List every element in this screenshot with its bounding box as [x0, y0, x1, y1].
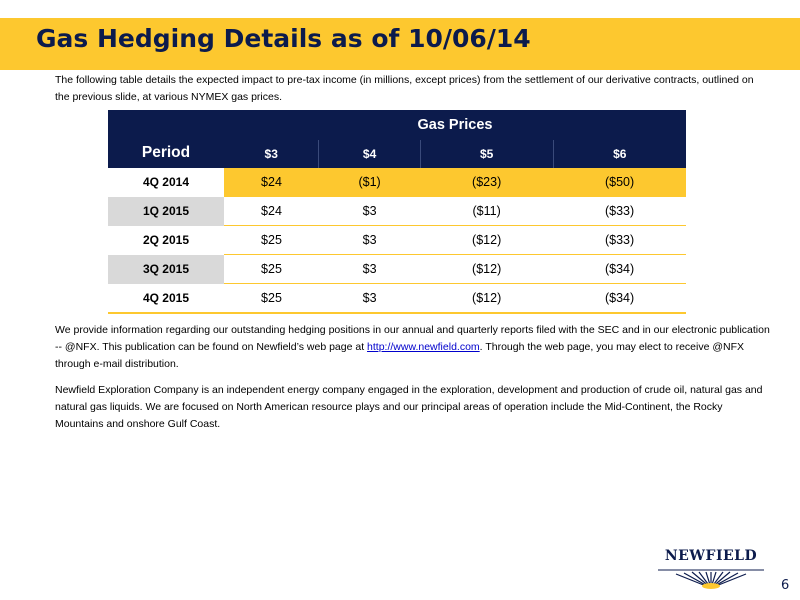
intro-text: The following table details the expected…: [55, 74, 754, 103]
period-cell: 4Q 2015: [108, 283, 224, 314]
value-cell: $3: [318, 283, 421, 314]
hedging-table: Period Gas Prices $3 $4 $5 $6 4Q 2014 $2…: [108, 110, 686, 314]
newfield-website-link[interactable]: http://www.newfield.com: [367, 341, 480, 353]
table-row: 4Q 2015 $25 $3 ($12) ($34): [108, 283, 686, 314]
period-cell: 1Q 2015: [108, 196, 224, 226]
price-header: $6: [552, 140, 686, 168]
table-row: 4Q 2014 $24 ($1) ($23) ($50): [108, 168, 686, 197]
title-bar: [0, 18, 800, 70]
newfield-logo-text: NEWFIELD: [664, 548, 758, 564]
value-cell: $25: [224, 254, 319, 284]
value-cell: $24: [224, 196, 319, 226]
table-row: 3Q 2015 $25 $3 ($12) ($34): [108, 254, 686, 284]
period-cell: 3Q 2015: [108, 254, 224, 284]
page-number: 6: [781, 578, 790, 593]
value-cell: ($12): [420, 254, 554, 284]
value-cell: ($33): [553, 196, 686, 226]
newfield-sunburst-logo-icon: [658, 569, 764, 589]
value-cell: ($1): [318, 168, 421, 197]
value-cell: ($34): [553, 254, 686, 284]
period-cell: 2Q 2015: [142, 233, 190, 247]
price-header: $3: [224, 140, 319, 168]
period-header: Period: [108, 110, 224, 168]
nfx-info-text-end: . Through the web page, you may elect to…: [55, 341, 745, 370]
value-cell: $3: [318, 254, 421, 284]
value-cell: ($12): [420, 225, 554, 255]
value-cell: ($11): [420, 196, 554, 226]
value-cell: $24: [224, 168, 319, 197]
value-cell: $3: [318, 196, 421, 226]
value-cell: ($50): [553, 168, 686, 197]
gas-prices-header: Gas Prices: [224, 110, 686, 140]
value-cell: ($12): [420, 283, 554, 314]
value-cell: $25: [224, 225, 319, 255]
nfx-info-paragraph: We provide information regarding our out…: [55, 322, 770, 373]
page-title: Gas Hedging Details as of 10/06/14: [36, 24, 531, 53]
value-cell: $25: [224, 283, 319, 314]
table-row: 1Q 2015 $24 $3 ($11) ($33): [108, 196, 686, 226]
table-row: 2Q 2015 $25 $3 ($12) ($33): [108, 225, 686, 255]
value-cell: ($23): [420, 168, 554, 197]
value-cell: ($34): [553, 283, 686, 314]
period-cell: 4Q 2014: [108, 168, 224, 197]
company-description-paragraph: Newfield Exploration Company is an indep…: [55, 384, 763, 430]
nfx-info-text-start: We provide information regarding our out…: [55, 324, 770, 353]
value-cell: $3: [318, 225, 421, 255]
value-cell: ($33): [553, 225, 686, 255]
price-header: $4: [318, 140, 421, 168]
price-header: $5: [419, 140, 554, 168]
